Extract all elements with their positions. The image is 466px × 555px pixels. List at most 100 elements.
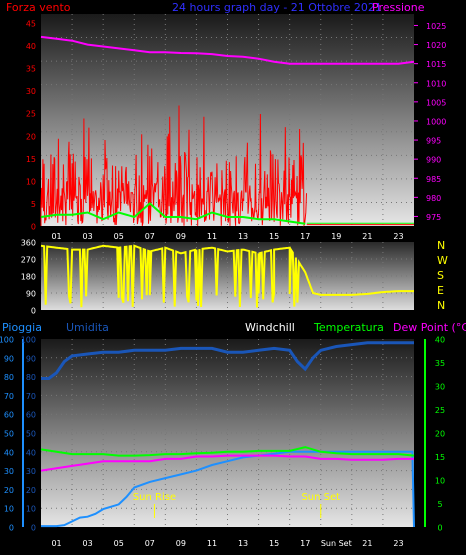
tick-hour: 23 (393, 539, 403, 548)
tick-hour: 21 (362, 232, 372, 241)
series-wind-gust (40, 105, 307, 227)
tick-humidity: 0 (31, 524, 36, 533)
tick-rain: 60 (4, 411, 14, 420)
sun-rise-label: Sun Rise (133, 492, 176, 503)
tick-pressure: 1025 (426, 22, 446, 31)
tick-humidity: 80 (26, 373, 36, 382)
tick-hour: 19 (331, 232, 341, 241)
axis-ticks-wind-pressure: 0510152025303540459759809859909951000100… (26, 20, 447, 241)
tick-hour: 05 (114, 232, 124, 241)
tick-hour: 23 (393, 232, 403, 241)
tick-hour: Sun Set (321, 539, 352, 548)
tick-humidity: 20 (26, 486, 36, 495)
series-wind-gust-path (40, 105, 307, 227)
tick-wind: 35 (26, 65, 36, 74)
compass-label: N (437, 299, 445, 312)
tick-rain: 20 (4, 486, 14, 495)
tick-hour: 15 (269, 539, 279, 548)
tick-hour: 03 (83, 539, 93, 548)
tick-temperature: 40 (435, 336, 445, 345)
tick-pressure: 995 (426, 137, 441, 146)
tick-humidity: 60 (26, 411, 36, 420)
wind-axis-title: Forza vento (6, 1, 71, 14)
tick-rain: 50 (4, 430, 14, 439)
tick-hour: 15 (269, 232, 279, 241)
tick-temperature: 15 (435, 453, 445, 462)
tick-pressure: 1015 (426, 60, 446, 69)
series-wind-average (40, 202, 306, 225)
tick-hour: 11 (207, 539, 217, 548)
legend-temperature: Temperatura (313, 321, 384, 334)
tick-pressure: 1010 (426, 79, 446, 88)
tick-pressure: 1020 (426, 41, 446, 50)
tick-hour: 21 (362, 539, 372, 548)
tick-rain: 30 (4, 467, 14, 476)
tick-pressure: 980 (426, 194, 441, 203)
tick-hour: 01 (51, 539, 61, 548)
tick-rain: 0 (9, 524, 14, 533)
tick-rain: 80 (4, 373, 14, 382)
tick-pressure: 990 (426, 156, 441, 165)
legend-rain: Pioggia (2, 321, 42, 334)
tick-temperature: 25 (435, 406, 445, 415)
tick-humidity: 30 (26, 467, 36, 476)
tick-humidity: 50 (26, 430, 36, 439)
tick-humidity: 100 (21, 336, 36, 345)
tick-rain: 10 (4, 505, 14, 514)
tick-temperature: 10 (435, 477, 445, 486)
series-rain (41, 450, 415, 528)
legend-dewpoint: Dew Point (°C) (393, 321, 466, 334)
compass-label: N (437, 239, 445, 252)
tick-hour: 07 (145, 539, 155, 548)
tick-pressure: 975 (426, 213, 441, 222)
tick-wind: 0 (31, 223, 36, 232)
tick-hour: 05 (114, 539, 124, 548)
tick-hour: 13 (238, 539, 248, 548)
tick-humidity: 10 (26, 505, 36, 514)
tick-hour: 03 (83, 232, 93, 241)
tick-wind: 15 (26, 155, 36, 164)
tick-rain: 40 (4, 448, 14, 457)
tick-rain: 70 (4, 392, 14, 401)
tick-direction: 270 (21, 256, 36, 265)
pressure-axis-title: Pressione (372, 1, 425, 14)
tick-hour: 17 (300, 232, 310, 241)
tick-hour: 11 (207, 232, 217, 241)
grid-wind-direction (41, 242, 414, 310)
compass-label: E (437, 284, 444, 297)
tick-direction: 360 (21, 239, 36, 248)
chart-date-title: 24 hours graph day - 21 Ottobre 2021 (172, 1, 382, 14)
tick-wind: 10 (26, 177, 36, 186)
tick-temperature: 35 (435, 359, 445, 368)
tick-humidity: 90 (26, 354, 36, 363)
compass-label: S (437, 269, 444, 282)
tick-wind: 20 (26, 132, 36, 141)
compass-label: W (437, 254, 448, 267)
tick-direction: 90 (26, 290, 36, 299)
series-humidity (41, 341, 414, 380)
series-temperature (40, 446, 415, 457)
tick-rain: 90 (4, 354, 14, 363)
series-pressure (40, 35, 415, 65)
tick-wind: 30 (26, 87, 36, 96)
tick-pressure: 985 (426, 175, 441, 184)
tick-direction: 0 (31, 307, 36, 316)
tick-hour: 09 (176, 232, 186, 241)
tick-hour: 17 (300, 539, 310, 548)
sun-set-label: Sun Set (301, 492, 340, 503)
tick-wind: 5 (31, 200, 36, 209)
tick-pressure: 1005 (426, 98, 446, 107)
series-wind-direction (40, 244, 414, 308)
tick-temperature: 20 (435, 430, 445, 439)
tick-humidity: 40 (26, 448, 36, 457)
tick-humidity: 70 (26, 392, 36, 401)
tick-hour: 09 (176, 539, 186, 548)
legend-humidity: Umidita (66, 321, 109, 334)
tick-pressure: 1000 (426, 117, 446, 126)
legend-windchill: Windchill (245, 321, 295, 334)
tick-hour: 01 (51, 232, 61, 241)
